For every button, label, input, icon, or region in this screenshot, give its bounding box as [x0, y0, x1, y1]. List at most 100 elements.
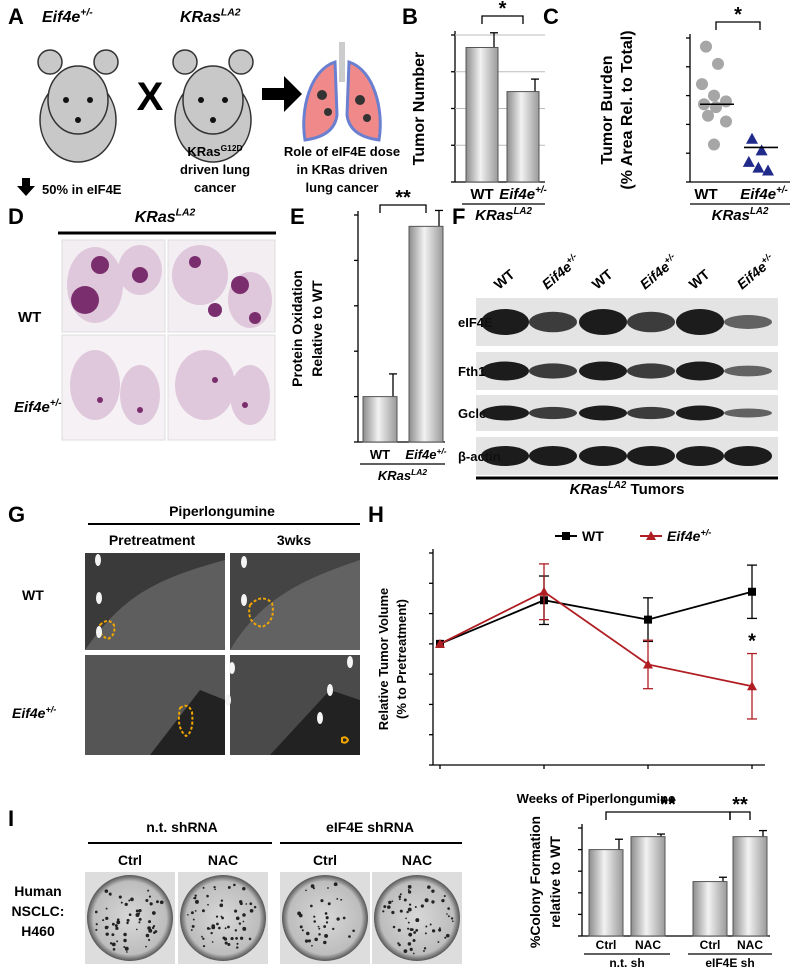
colony	[194, 910, 197, 912]
legend-label: Eif4e+/-	[667, 527, 711, 544]
colony	[438, 927, 441, 930]
colony	[411, 928, 414, 931]
colony	[234, 909, 238, 913]
colony	[214, 888, 216, 891]
colony	[414, 905, 417, 908]
label: 3wks	[277, 532, 311, 548]
colony	[333, 882, 338, 887]
colony	[311, 944, 313, 947]
colony	[314, 937, 318, 942]
bar	[362, 396, 398, 443]
colony	[406, 910, 409, 914]
bone-spot	[327, 684, 333, 696]
panel-letter: D	[8, 204, 24, 229]
colony	[111, 922, 115, 926]
label-part: Eif4e	[42, 9, 80, 26]
colony	[318, 933, 321, 936]
bar	[465, 46, 499, 183]
label: Pretreatment	[109, 532, 196, 548]
label: Eif4e+/-	[733, 251, 778, 292]
colony	[388, 900, 392, 905]
colony	[413, 931, 417, 934]
colony	[149, 902, 153, 906]
colony	[327, 887, 329, 889]
label-part: KRas	[180, 9, 221, 26]
colony	[112, 948, 116, 951]
legend-marker	[646, 531, 656, 540]
bone-spot	[95, 554, 101, 566]
colony	[242, 920, 245, 923]
label: KRasLA2	[135, 208, 196, 226]
colony	[313, 915, 316, 918]
blot-band	[529, 363, 577, 379]
legend-label: WT	[582, 528, 604, 544]
colony	[126, 918, 130, 922]
label-part: +/-	[50, 398, 62, 409]
colony	[407, 942, 412, 946]
colony	[190, 911, 194, 915]
point	[708, 89, 720, 102]
bone-spot	[225, 694, 231, 706]
label-part: LA2	[411, 467, 427, 477]
label: KRasLA2	[180, 8, 241, 26]
colony	[213, 885, 216, 889]
blot-band	[579, 309, 627, 335]
significance-bracket	[729, 811, 751, 820]
colony	[425, 925, 428, 928]
colony	[403, 949, 408, 953]
colony	[94, 910, 98, 914]
label-part: Eif4e	[667, 528, 701, 544]
colony	[159, 900, 164, 905]
blot-band	[676, 446, 724, 466]
colony	[206, 894, 209, 898]
blot-band	[481, 361, 529, 381]
colony	[323, 925, 327, 928]
x-tick-label: Ctrl	[700, 938, 721, 952]
panel-letter: F	[452, 204, 465, 229]
group-label: eIF4E sh	[705, 956, 754, 970]
x-tick-label: Eif4e+/-	[499, 185, 547, 203]
label-part: KRas	[378, 468, 411, 483]
blot-band	[529, 406, 577, 420]
significance-label: **	[732, 794, 748, 816]
y-axis-label: Protein Oxidation	[289, 270, 305, 387]
colony	[151, 926, 155, 930]
colony	[249, 908, 254, 913]
colony	[115, 926, 119, 930]
colony	[324, 912, 328, 915]
colony	[106, 925, 109, 929]
group-label: n.t. sh	[609, 956, 644, 970]
label: Eif4e+/-	[14, 398, 62, 416]
colony	[105, 916, 109, 920]
blot-band	[579, 446, 627, 466]
colony	[325, 921, 329, 924]
colony	[336, 898, 339, 900]
colony	[118, 895, 122, 899]
label: KRasLA2	[712, 206, 769, 224]
colony	[239, 902, 243, 906]
colony	[192, 918, 195, 921]
colony	[219, 903, 224, 908]
mouse-face	[63, 97, 228, 123]
blot-band	[529, 446, 577, 466]
colony	[437, 941, 440, 943]
colony	[405, 917, 407, 920]
colony	[320, 899, 324, 903]
colony	[123, 945, 126, 948]
colony	[126, 921, 129, 925]
colony	[123, 932, 127, 937]
colony	[222, 936, 226, 940]
blot-band	[724, 446, 772, 466]
colony	[236, 942, 239, 945]
colony	[102, 919, 105, 922]
label: Fth1	[458, 364, 485, 379]
significance-label: *	[499, 0, 507, 20]
colony	[128, 913, 132, 917]
significance-label: *	[734, 4, 742, 26]
label-part: +/-	[700, 527, 711, 537]
panel-letter: A	[8, 4, 24, 29]
colony	[128, 899, 131, 902]
colony	[104, 889, 109, 893]
colony	[305, 889, 307, 892]
colony	[332, 927, 335, 931]
